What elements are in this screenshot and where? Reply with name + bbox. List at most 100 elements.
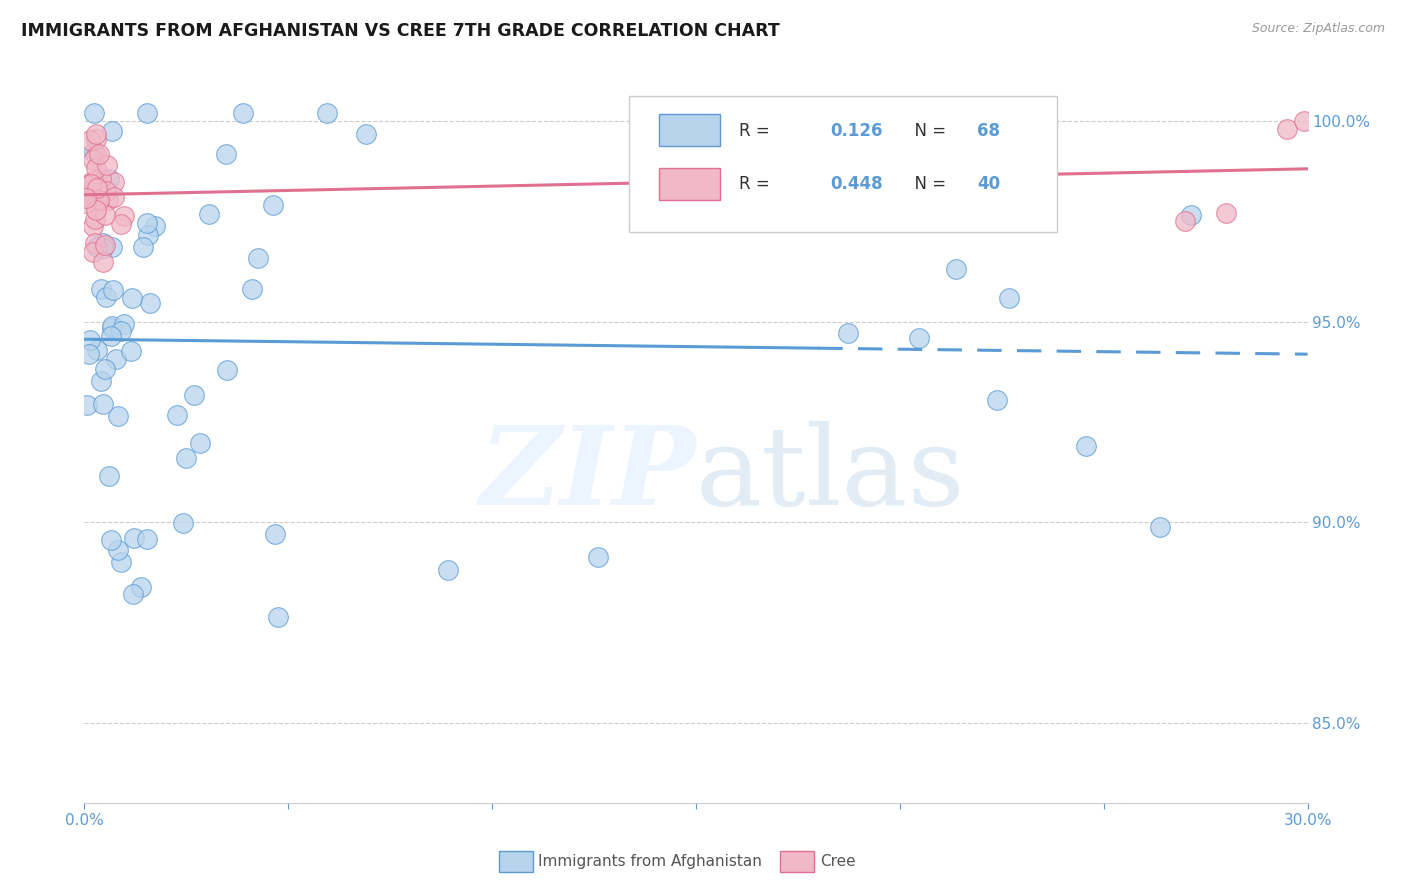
Point — [172, 516, 194, 530]
Point — [84, 161, 107, 176]
Point — [91, 235, 114, 250]
Point — [136, 217, 159, 231]
Point — [94, 238, 117, 252]
Point — [96, 184, 118, 198]
Text: 0.126: 0.126 — [831, 121, 883, 139]
Point — [1277, 122, 1299, 136]
Point — [436, 563, 458, 577]
Point — [122, 587, 145, 601]
Point — [90, 375, 112, 389]
FancyBboxPatch shape — [628, 96, 1057, 232]
Point — [96, 158, 118, 172]
Point — [1292, 114, 1315, 128]
Point — [91, 254, 114, 268]
Text: ZIP: ZIP — [479, 421, 696, 528]
Point — [75, 191, 97, 205]
Point — [79, 334, 101, 348]
Point — [120, 344, 142, 359]
Point — [80, 177, 103, 191]
Point — [101, 321, 124, 335]
Point — [80, 182, 103, 196]
Point — [129, 580, 152, 594]
Point — [83, 198, 105, 212]
Point — [136, 533, 159, 547]
Point — [87, 194, 110, 208]
Point — [83, 145, 105, 159]
Point — [121, 291, 143, 305]
Point — [103, 190, 125, 204]
Point — [86, 131, 108, 145]
Point — [176, 451, 198, 466]
Point — [908, 331, 931, 345]
Point — [112, 209, 135, 223]
Point — [84, 235, 107, 250]
Text: Source: ZipAtlas.com: Source: ZipAtlas.com — [1251, 22, 1385, 36]
Text: 0.448: 0.448 — [831, 175, 883, 193]
Point — [82, 174, 104, 188]
Point — [82, 153, 104, 167]
Point — [75, 195, 97, 210]
Point — [316, 106, 339, 120]
Point — [198, 207, 221, 221]
Point — [100, 124, 122, 138]
Point — [90, 170, 112, 185]
Point — [100, 533, 122, 547]
Point — [837, 326, 859, 340]
Point — [1180, 208, 1202, 222]
Point — [1074, 439, 1097, 453]
Point — [75, 188, 97, 202]
Point — [82, 244, 104, 259]
Point — [991, 190, 1014, 204]
Point — [87, 147, 110, 161]
Point — [122, 531, 145, 545]
Point — [93, 397, 115, 411]
Point — [86, 180, 108, 194]
Text: 40: 40 — [977, 175, 1001, 193]
Point — [79, 133, 101, 147]
Point — [101, 319, 124, 334]
Point — [139, 295, 162, 310]
Point — [354, 127, 377, 141]
Text: atlas: atlas — [696, 421, 966, 528]
Point — [97, 469, 120, 483]
Point — [84, 128, 107, 142]
Point — [217, 363, 239, 377]
Text: 68: 68 — [977, 121, 1000, 139]
Text: R =: R = — [738, 121, 780, 139]
Point — [166, 408, 188, 422]
Point — [94, 208, 117, 222]
Point — [135, 106, 157, 120]
FancyBboxPatch shape — [659, 168, 720, 200]
Point — [588, 549, 610, 564]
Point — [1174, 214, 1197, 228]
Point — [87, 194, 110, 208]
Point — [84, 203, 107, 218]
Point — [82, 188, 104, 202]
Point — [945, 262, 967, 277]
Text: Cree: Cree — [820, 855, 855, 869]
Point — [1149, 520, 1171, 534]
Text: R =: R = — [738, 175, 780, 193]
Point — [262, 198, 284, 212]
Point — [214, 147, 236, 161]
Point — [997, 291, 1019, 305]
Text: N =: N = — [904, 175, 952, 193]
Point — [83, 211, 105, 226]
Point — [97, 193, 120, 207]
Point — [86, 343, 108, 357]
Point — [183, 388, 205, 402]
Point — [77, 347, 100, 361]
Point — [86, 240, 108, 254]
Point — [98, 172, 121, 186]
Point — [136, 228, 159, 243]
Point — [240, 281, 263, 295]
Point — [82, 219, 104, 233]
Point — [112, 317, 135, 331]
Point — [86, 192, 108, 206]
Point — [103, 175, 125, 189]
Text: IMMIGRANTS FROM AFGHANISTAN VS CREE 7TH GRADE CORRELATION CHART: IMMIGRANTS FROM AFGHANISTAN VS CREE 7TH … — [21, 22, 780, 40]
Point — [1215, 206, 1237, 220]
Point — [264, 527, 287, 541]
Point — [232, 106, 254, 120]
Point — [76, 398, 98, 412]
